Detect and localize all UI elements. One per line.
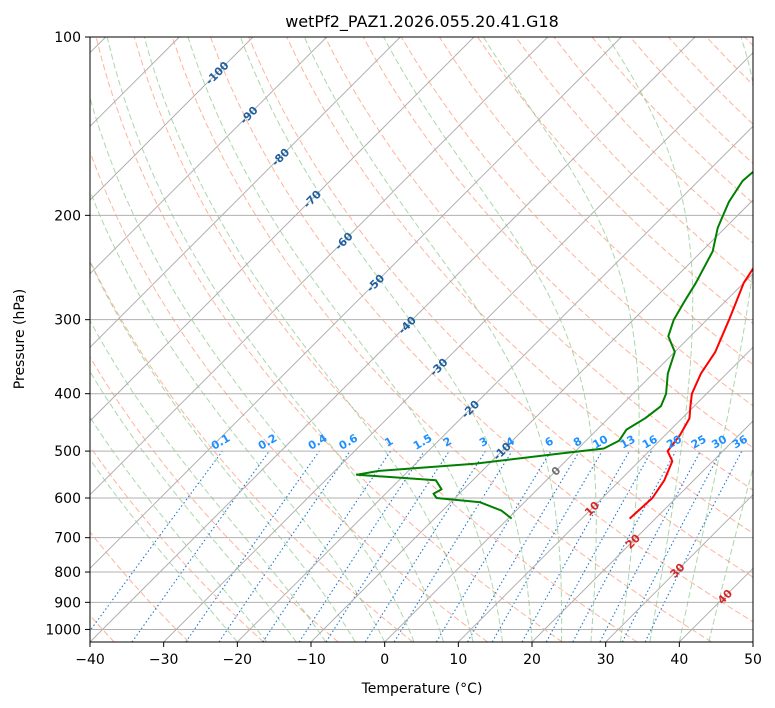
y-tick-label: 200 <box>54 208 81 224</box>
y-axis: 100 200 300 400 500 600 700 800 900 1000 <box>45 30 90 638</box>
x-tick-label: 50 <box>744 652 762 668</box>
sounding-series <box>355 170 753 520</box>
y-axis-title: Pressure (hPa) <box>12 289 28 389</box>
temperature-profile <box>628 266 753 520</box>
isotherm-line <box>90 37 622 570</box>
isotherm-line <box>457 346 753 642</box>
y-tick-label: 400 <box>54 387 81 403</box>
moist-adiabat-line <box>90 370 297 642</box>
moist-adiabat-line <box>106 37 445 642</box>
x-tick-label: 40 <box>670 652 688 668</box>
moist-adiabat-line <box>143 37 474 642</box>
y-tick-label: 800 <box>54 565 81 581</box>
isobars <box>90 37 753 630</box>
moist-adiabat-line <box>303 37 563 642</box>
dry-adiabat-line <box>210 37 753 623</box>
isotherms <box>90 37 753 642</box>
y-tick-label: 1000 <box>45 622 81 638</box>
mixing-ratio-line <box>185 450 320 642</box>
isotherm-line <box>90 37 549 496</box>
mixing-ratio-line <box>131 450 270 642</box>
x-tick-label: 10 <box>449 652 467 668</box>
isotherm-line <box>90 37 328 275</box>
isotherm-line <box>90 37 696 642</box>
dry-adiabat-line <box>90 445 264 642</box>
mixing-ratio-line <box>218 450 351 642</box>
moist-adiabat-line <box>187 37 503 642</box>
dry-adiabat-line <box>95 37 563 642</box>
x-tick-label: −30 <box>149 652 179 668</box>
y-tick-label: 600 <box>54 491 81 507</box>
isotherm-line <box>90 37 475 422</box>
moist-adiabat-line <box>383 37 597 642</box>
isotherm-line <box>605 493 753 642</box>
mixing-ratio-line <box>572 450 677 642</box>
isotherm-line <box>90 37 401 349</box>
dry-adiabat-line <box>515 37 753 284</box>
mixing-ratio-lines <box>90 450 743 642</box>
dry-adiabat-line <box>438 37 753 366</box>
dry-adiabat-line <box>133 37 638 642</box>
y-tick-label: 500 <box>54 444 81 460</box>
isotherm-line <box>90 37 254 201</box>
x-tick-label: 30 <box>597 652 615 668</box>
y-tick-label: 700 <box>54 531 81 547</box>
moist-adiabat-line <box>90 189 386 642</box>
dry-adiabat-line <box>400 37 753 407</box>
dry-adiabat-line <box>90 356 339 642</box>
dry-adiabat-line <box>171 37 712 642</box>
mixing-ratio-line <box>262 450 392 642</box>
chart-title: wetPf2_PAZ1.2026.055.20.41.G18 <box>285 12 559 32</box>
mixing-ratio-line <box>644 450 743 642</box>
moist-adiabat-line <box>607 37 694 642</box>
plot-frame <box>89 36 754 643</box>
x-tick-label: 0 <box>380 652 389 668</box>
isotherm-line <box>236 125 753 642</box>
x-tick-label: −20 <box>223 652 253 668</box>
dry-adiabat-line <box>248 37 753 578</box>
x-tick-label: 20 <box>523 652 541 668</box>
moist-adiabat-line <box>90 416 268 642</box>
x-axis-title: Temperature (°C) <box>361 681 483 697</box>
isotherm-line <box>384 272 753 642</box>
moist-adiabat-line <box>90 458 238 642</box>
mixing-ratio-line <box>325 450 450 642</box>
y-tick-label: 900 <box>54 595 81 611</box>
dry-adiabat-line <box>90 531 190 642</box>
dry-adiabat-line <box>90 150 488 642</box>
isotherm-line <box>531 420 753 642</box>
moist-adiabat-line <box>482 37 640 642</box>
dewpoint-profile <box>355 170 753 520</box>
moist-adiabat-line <box>678 37 753 642</box>
mixing-ratio-line <box>521 450 630 642</box>
y-tick-label: 100 <box>54 30 81 46</box>
mixing-ratio-line <box>90 450 223 632</box>
mixing-ratio-line <box>393 450 513 642</box>
dry-adiabats <box>90 37 753 642</box>
mixing-ratio-line <box>298 450 425 642</box>
x-tick-label: −40 <box>75 652 105 668</box>
isotherm-line <box>163 51 753 642</box>
mixing-ratio-line <box>545 450 653 642</box>
moist-adiabat-line <box>239 37 533 642</box>
isotherm-line <box>310 199 753 642</box>
moist-adiabat-line <box>90 260 356 642</box>
x-tick-label: −10 <box>296 652 326 668</box>
x-axis: −40 −30 −20 −10 0 10 20 30 40 50 <box>75 642 762 668</box>
y-tick-label: 300 <box>54 313 81 329</box>
